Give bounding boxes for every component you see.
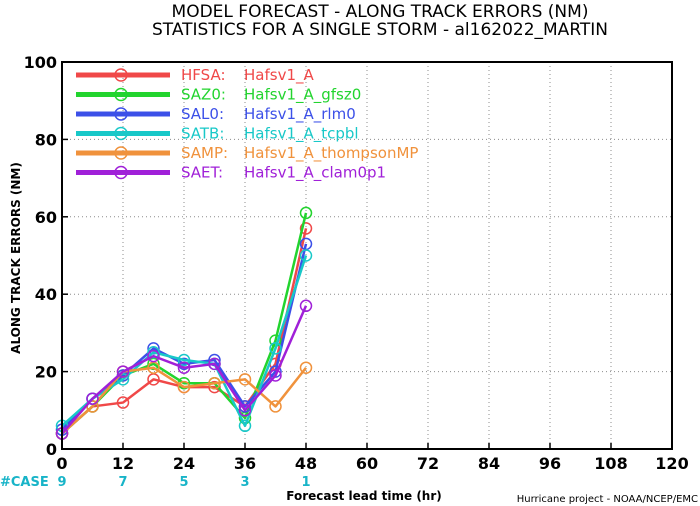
legend-item: HFSA: Hafsv1_A [76, 66, 314, 85]
x-tick-label: 24 [173, 454, 195, 473]
legend: HFSA: Hafsv1_A SAZ0: Hafsv1_A_gfsz0 SAL0: Haf… [76, 66, 418, 183]
x-axis-label: Forecast lead time (hr) [286, 489, 442, 503]
y-tick-label: 0 [46, 440, 57, 459]
data-point [208, 357, 221, 371]
legend-series-desc: Hafsv1_A [244, 66, 314, 85]
legend-swatch-marker [114, 68, 128, 82]
legend-item: SAMP: Hafsv1_A_thompsonMP [76, 144, 418, 163]
data-point [269, 400, 282, 413]
data-point [86, 392, 99, 405]
legend-series-name: HFSA: [181, 66, 226, 84]
series-line [61, 255, 308, 428]
data-point [116, 365, 130, 378]
data-point [269, 369, 282, 382]
series-line [61, 305, 308, 435]
legend-item: SAZ0: Hafsv1_A_gfsz0 [76, 86, 361, 105]
y-axis-label: ALONG TRACK ERRORS (NM) [9, 162, 23, 354]
legend-item: SATB: Hafsv1_A_tcpbl [76, 125, 359, 144]
x-tick-label: 48 [295, 454, 317, 473]
series-line [61, 366, 307, 435]
data-point [238, 404, 252, 417]
data-point [147, 346, 160, 359]
axis-ticks: 0 12 24 36 48 60 72 84 96 108 120 0 20 40 60 80 100 [24, 53, 689, 473]
x-tick-label: 84 [478, 454, 500, 473]
x-tick-label: 12 [112, 454, 134, 473]
legend-series-desc: Hafsv1_A_tcpbl [244, 125, 359, 144]
legend-series-name: SATB: [181, 125, 224, 143]
data-point [177, 380, 191, 394]
legend-swatch-marker [114, 146, 128, 160]
x-tick-label: 108 [594, 454, 627, 473]
x-tick-label: 96 [539, 454, 561, 473]
case-count: 3 [240, 475, 249, 490]
data-point [208, 380, 221, 394]
data-point [299, 299, 313, 313]
x-tick-label: 0 [56, 454, 67, 473]
data-point [299, 249, 313, 262]
data-point [299, 222, 313, 235]
x-tick-label: 60 [356, 454, 378, 473]
data-point [177, 357, 191, 371]
x-tick-label: 36 [234, 454, 256, 473]
data-point [147, 349, 160, 363]
legend-series-name: SAL0: [181, 105, 224, 123]
x-tick-label: 120 [655, 454, 688, 473]
legend-series-desc: Hafsv1_A_clam0p1 [244, 164, 386, 183]
y-tick-label: 20 [35, 363, 57, 382]
legend-series-desc: Hafsv1_A_gfsz0 [244, 86, 361, 105]
legend-swatch-marker [114, 165, 128, 180]
data-point [208, 376, 221, 390]
legend-item: SAET: Hafsv1_A_clam0p1 [76, 164, 386, 183]
legend-item: SAL0: Hafsv1_A_rlm0 [76, 105, 356, 124]
chart-subtitle: STATISTICS FOR A SINGLE STORM - al162022… [152, 20, 608, 40]
data-point [238, 400, 252, 413]
case-count: 5 [179, 475, 188, 490]
case-counts: 9 7 5 3 1 [57, 475, 310, 490]
y-tick-label: 100 [24, 53, 57, 72]
case-label: #CASE [0, 475, 49, 490]
chart-title: MODEL FORECAST - ALONG TRACK ERRORS (NM) [172, 2, 589, 22]
legend-series-name: SAMP: [181, 144, 228, 162]
case-count: 9 [57, 475, 66, 490]
gridlines [62, 62, 672, 449]
y-tick-label: 60 [35, 208, 57, 227]
x-tick-label: 72 [417, 454, 439, 473]
credit-text: Hurricane project - NOAA/NCEP/EMC [517, 494, 698, 505]
data-point [238, 419, 252, 433]
legend-swatch-marker [114, 87, 128, 102]
legend-series-name: SAET: [181, 164, 223, 182]
data-point [299, 206, 313, 220]
data-point [238, 373, 252, 386]
series-layer [55, 206, 313, 440]
data-point [177, 353, 191, 367]
legend-swatch-marker [114, 107, 128, 121]
case-count: 1 [301, 475, 310, 490]
y-tick-label: 40 [35, 285, 57, 304]
y-tick-label: 80 [35, 130, 57, 149]
data-point [177, 361, 191, 374]
data-point [116, 396, 130, 409]
legend-series-desc: Hafsv1_A_rlm0 [244, 105, 356, 124]
data-point [269, 342, 282, 355]
legend-swatch-marker [114, 126, 128, 141]
data-point [299, 361, 313, 374]
case-count: 7 [118, 475, 127, 490]
legend-series-desc: Hafsv1_A_thompsonMP [244, 144, 418, 163]
legend-series-name: SAZ0: [181, 86, 226, 104]
